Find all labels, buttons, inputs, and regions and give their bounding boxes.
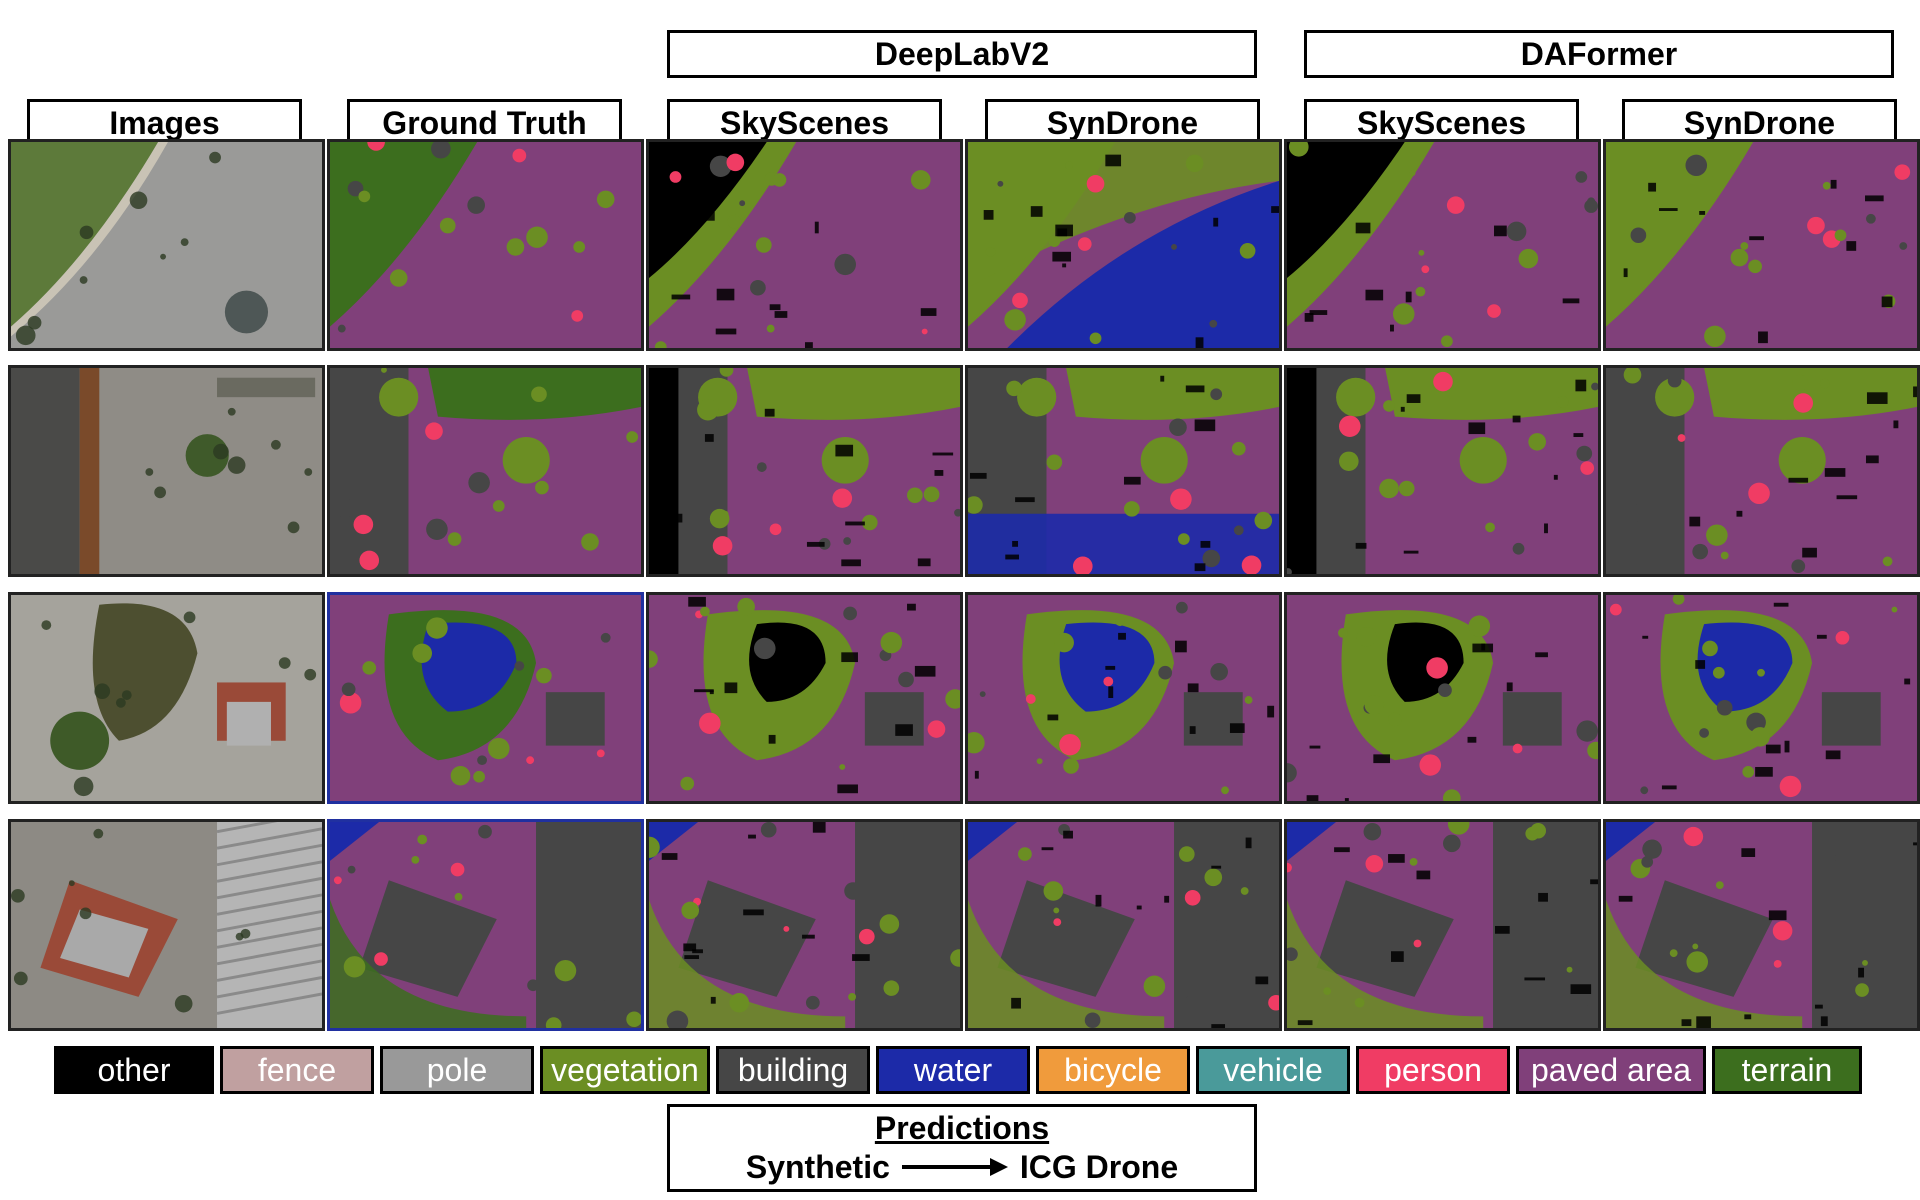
group-header-daformer: DAFormer (1304, 30, 1894, 78)
prediction-tile (1284, 819, 1601, 1031)
caption-title: Predictions (874, 1110, 1050, 1146)
caption-source: Synthetic (745, 1149, 890, 1185)
prediction-tile (1603, 139, 1920, 351)
legend-item-vegetation: vegetation (540, 1046, 710, 1094)
aerial-image-tile (8, 592, 325, 804)
prediction-tile (1284, 365, 1601, 577)
aerial-image-tile (8, 139, 325, 351)
legend-item-person: person (1356, 1046, 1510, 1094)
group-header-deeplabv2: DeepLabV2 (667, 30, 1257, 78)
prediction-tile (1284, 139, 1601, 351)
prediction-tile (646, 139, 963, 351)
prediction-tile (646, 819, 963, 1031)
legend-item-vehicle: vehicle (1196, 1046, 1350, 1094)
caption-domain-line: Synthetic ICG Drone (746, 1147, 1178, 1187)
prediction-tile (1603, 819, 1920, 1031)
prediction-tile (646, 592, 963, 804)
ground-truth-tile (327, 139, 644, 351)
prediction-tile (1284, 592, 1601, 804)
legend-item-terrain: terrain (1712, 1046, 1862, 1094)
legend-item-fence: fence (220, 1046, 374, 1094)
ground-truth-tile (327, 592, 644, 804)
legend-item-pole: pole (380, 1046, 534, 1094)
predictions-caption: Predictions Synthetic ICG Drone (667, 1104, 1257, 1192)
right-arrow-icon (901, 1158, 1008, 1176)
prediction-tile (965, 365, 1282, 577)
prediction-tile (965, 592, 1282, 804)
legend-item-other: other (54, 1046, 214, 1094)
prediction-tile (646, 365, 963, 577)
prediction-tile (1603, 365, 1920, 577)
prediction-tile (965, 139, 1282, 351)
legend-item-bicycle: bicycle (1036, 1046, 1190, 1094)
ground-truth-tile (327, 819, 644, 1031)
legend-item-building: building (716, 1046, 870, 1094)
aerial-image-tile (8, 819, 325, 1031)
class-legend: other fence pole vegetation building wat… (54, 1046, 1862, 1094)
aerial-image-tile (8, 365, 325, 577)
ground-truth-tile (327, 365, 644, 577)
prediction-tile (1603, 592, 1920, 804)
legend-item-water: water (876, 1046, 1030, 1094)
caption-target: ICG Drone (1019, 1149, 1179, 1185)
legend-item-paved-area: paved area (1516, 1046, 1706, 1094)
prediction-tile (965, 819, 1282, 1031)
